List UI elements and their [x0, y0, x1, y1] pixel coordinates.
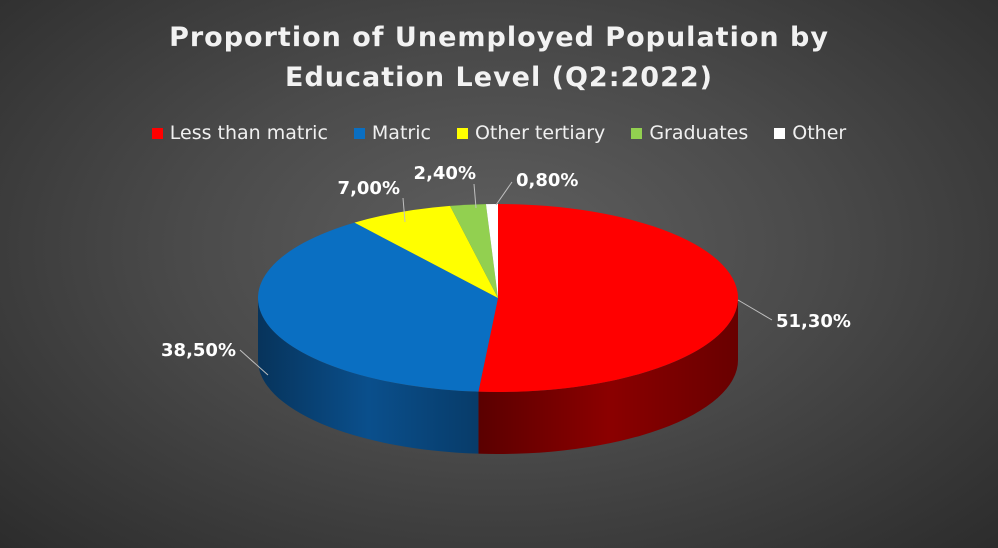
legend-label: Other [792, 122, 847, 144]
data-labels: 51,30% 38,50% 7,00% 2,40% 0,80% [161, 163, 851, 361]
leader-line-4 [495, 181, 513, 206]
legend-label: Matric [371, 122, 431, 144]
legend-swatch [353, 127, 365, 139]
data-label-other: 0,80% [516, 170, 578, 191]
legend-label: Graduates [649, 122, 749, 144]
legend-item-graduates: Graduates [631, 122, 748, 144]
pie-side-shade-0 [478, 298, 738, 454]
legend-item-matric: Matric [353, 122, 431, 144]
data-label-matric: 38,50% [161, 340, 236, 361]
legend-label: Less than matric [169, 122, 328, 144]
leader-line-1 [239, 349, 269, 376]
pie-slice-graduates [450, 204, 498, 298]
leader-line-3 [473, 183, 477, 209]
data-label-less-than-matric: 51,30% [776, 311, 851, 332]
pie-slice-other-tertiary [354, 205, 498, 298]
pie-slice-less-than-matric [478, 204, 739, 393]
chart-title-line-1: Proportion of Unemployed Population by [169, 22, 829, 53]
data-label-graduates: 2,40% [414, 163, 476, 184]
legend-swatch [631, 127, 643, 139]
pie-slices [258, 204, 739, 393]
pie-side-shade-1 [258, 298, 479, 454]
pie-slice-other [485, 204, 498, 298]
legend-item-other-tertiary: Other tertiary [456, 122, 606, 144]
legend-item-less-than-matric: Less than matric [151, 122, 328, 144]
pie-sides [258, 298, 738, 454]
leader-line-0 [737, 299, 773, 321]
leader-line-2 [402, 197, 406, 223]
legend-label: Other tertiary [474, 122, 606, 144]
data-label-other-tertiary: 7,00% [338, 178, 400, 199]
pie-slice-matric [258, 222, 498, 392]
chart-title: Proportion of Unemployed Population by E… [0, 18, 998, 98]
leader-lines [239, 181, 773, 376]
legend-swatch [774, 127, 786, 139]
chart-legend: Less than matric Matric Other tertiary G… [0, 122, 998, 144]
legend-swatch [151, 127, 163, 139]
legend-item-other: Other [774, 122, 846, 144]
chart-title-line-2: Education Level (Q2:2022) [285, 62, 713, 93]
legend-swatch [456, 127, 468, 139]
